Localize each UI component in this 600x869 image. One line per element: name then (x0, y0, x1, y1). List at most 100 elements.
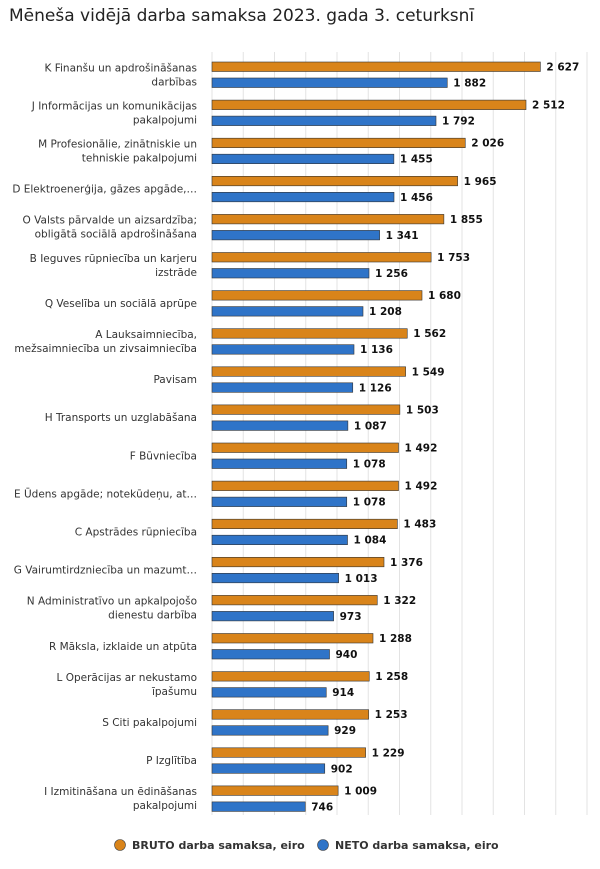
bruto-value-label: 1 258 (375, 671, 408, 683)
bruto-value-label: 1 492 (405, 443, 438, 455)
neto-value-label: 973 (340, 611, 362, 623)
bruto-bar (211, 785, 339, 796)
legend-label: NETO darba samaksa, eiro (335, 839, 499, 852)
bruto-value-label: 1 322 (383, 595, 416, 607)
bruto-bar (211, 709, 369, 720)
bruto-bar (211, 214, 445, 225)
neto-value-label: 1 078 (353, 497, 386, 509)
bruto-value-label: 1 549 (412, 366, 445, 378)
neto-value-label: 940 (336, 649, 358, 661)
bruto-bar (211, 99, 527, 110)
category-label: P Izglītība (146, 755, 197, 767)
neto-bar (211, 344, 355, 355)
bruto-value-label: 1 855 (450, 214, 483, 226)
neto-value-label: 1 256 (375, 268, 408, 280)
legend-marker (317, 839, 329, 851)
neto-value-label: 1 087 (354, 420, 387, 432)
bruto-bar (211, 328, 408, 339)
legend-marker (114, 839, 126, 851)
neto-value-label: 1 013 (345, 573, 378, 585)
chart-title: Mēneša vidējā darba samaksa 2023. gada 3… (9, 6, 475, 26)
neto-value-label: 1 078 (353, 459, 386, 471)
category-label: H Transports un uzglabāšana (45, 412, 197, 424)
neto-value-label: 929 (334, 725, 356, 737)
neto-bar (211, 420, 349, 431)
neto-bar (211, 572, 339, 584)
neto-value-label: 1 341 (386, 230, 419, 242)
bruto-value-label: 1 492 (405, 481, 438, 493)
neto-value-label: 914 (332, 687, 354, 699)
neto-bar (211, 77, 448, 88)
category-label: L Operācijas ar nekustamo īpašumu (57, 672, 197, 698)
category-label: A Lauksaimniecība, mežsaimniecība un zivs… (14, 329, 197, 355)
category-label: O Valsts pārvalde un aizsardzība; obligāt… (23, 215, 197, 241)
neto-bar (211, 306, 364, 317)
bruto-value-label: 1 376 (390, 557, 423, 569)
bruto-value-label: 1 503 (406, 404, 439, 416)
category-label: C Apstrādes rūpniecība (75, 526, 197, 538)
neto-bar (211, 763, 326, 774)
bruto-bar (211, 61, 541, 72)
bruto-value-label: 1 288 (379, 633, 412, 645)
bruto-bar (211, 137, 466, 148)
bruto-bar (211, 404, 401, 415)
bruto-bar (211, 442, 399, 453)
bruto-bar (211, 633, 374, 644)
bruto-bar (211, 518, 398, 530)
neto-bar (211, 230, 380, 241)
neto-bar (211, 458, 348, 469)
category-label: M Profesionālie, zinātniskie un tehniskie… (38, 138, 197, 164)
category-label: N Administratīvo un apkalpojošo dienestu … (27, 596, 197, 622)
bruto-bar (211, 366, 406, 377)
neto-bar (211, 725, 329, 736)
neto-bar (211, 153, 395, 164)
neto-value-label: 1 792 (442, 116, 475, 128)
bruto-bar (211, 252, 432, 263)
bruto-bar (211, 290, 423, 301)
bruto-value-label: 1 483 (403, 519, 436, 531)
category-label: K Finanšu un apdrošināšanas darbības (45, 62, 198, 88)
bruto-value-label: 1 753 (437, 252, 470, 264)
bruto-value-label: 1 253 (375, 709, 408, 721)
category-label: E Ūdens apgāde; notekūdeņu, at… (14, 487, 197, 500)
neto-value-label: 1 456 (400, 192, 433, 204)
bruto-value-label: 1 562 (413, 328, 446, 340)
neto-value-label: 1 084 (354, 535, 387, 547)
bruto-bar (211, 595, 378, 606)
bruto-value-label: 2 026 (471, 138, 504, 150)
category-label: D Elektroenerģija, gāzes apgāde,… (12, 184, 197, 196)
bruto-value-label: 2 512 (532, 100, 565, 112)
category-label: F Būvniecība (130, 450, 197, 462)
neto-bar (211, 382, 354, 393)
category-label: Q Veselība un sociālā aprūpe (45, 298, 197, 310)
neto-bar (211, 268, 370, 279)
neto-bar (211, 115, 437, 126)
neto-value-label: 1 126 (359, 382, 392, 394)
neto-value-label: 1 882 (453, 78, 486, 90)
neto-bar (211, 611, 334, 622)
bruto-value-label: 1 009 (344, 785, 377, 797)
bruto-value-label: 1 965 (464, 176, 497, 188)
neto-value-label: 1 136 (360, 344, 393, 356)
bruto-bar (211, 176, 458, 187)
legend-label: BRUTO darba samaksa, eiro (132, 839, 305, 852)
bruto-value-label: 1 229 (372, 747, 405, 759)
category-label: S Citi pakalpojumi (102, 717, 197, 729)
neto-bar (211, 496, 348, 507)
bruto-value-label: 2 627 (546, 62, 579, 74)
category-label: G Vairumtirdzniecība un mazumt… (14, 565, 197, 577)
neto-bar (211, 649, 330, 660)
neto-value-label: 1 455 (400, 154, 433, 166)
neto-value-label: 746 (311, 801, 333, 813)
neto-bar (211, 192, 395, 203)
bruto-bar (211, 671, 370, 682)
category-label: Pavisam (153, 374, 197, 386)
bruto-bar (211, 480, 399, 491)
bruto-value-label: 1 680 (428, 290, 461, 302)
category-label: R Māksla, izklaide un atpūta (49, 641, 197, 653)
neto-bar (211, 801, 306, 812)
category-label: I Izmitināšana un ēdināšanas pakalpojumi (44, 786, 197, 812)
bruto-bar (211, 747, 366, 758)
neto-bar (211, 687, 327, 698)
